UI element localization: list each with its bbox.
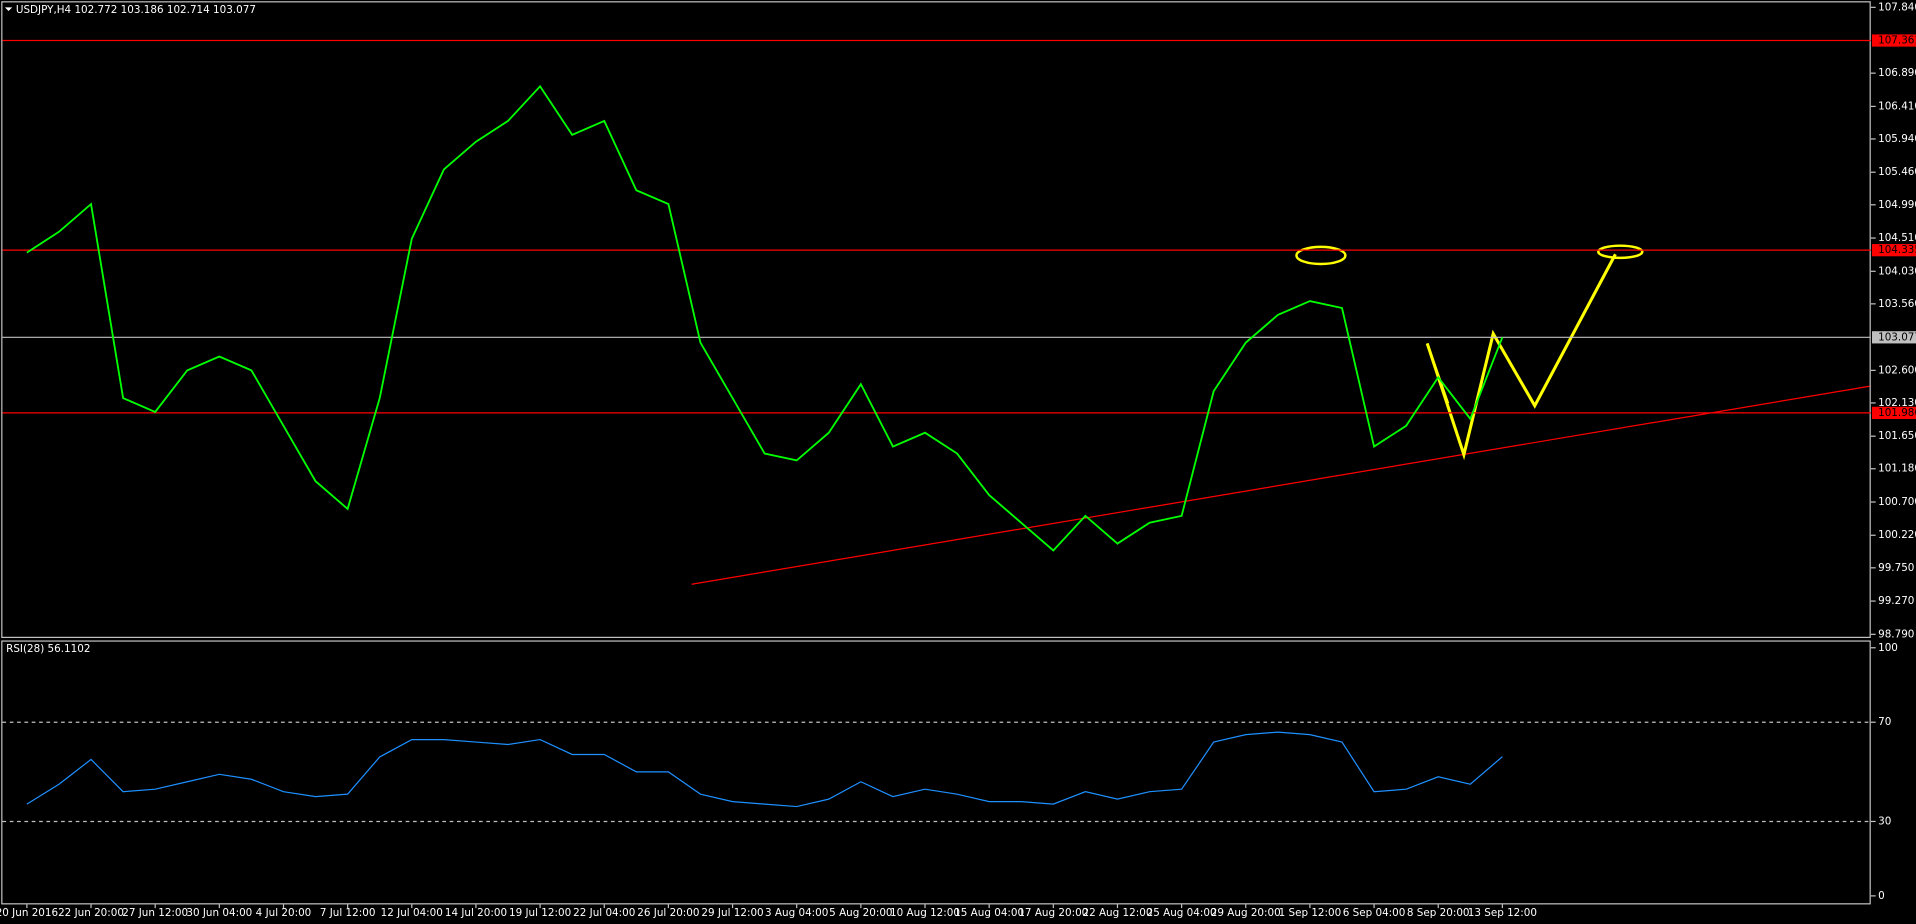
rsi-panel bbox=[1, 640, 1871, 905]
x-tick-label: 3 Aug 04:00 bbox=[765, 907, 828, 919]
y-tick-label: 101.180 bbox=[1878, 463, 1916, 475]
y-tick-label: 106.410 bbox=[1878, 100, 1916, 112]
x-tick-label: 15 Aug 04:00 bbox=[954, 907, 1024, 919]
level-label-box bbox=[1872, 244, 1916, 257]
series-line bbox=[26, 84, 1504, 552]
x-tick-label: 8 Sep 20:00 bbox=[1407, 907, 1470, 919]
x-tick-label: 12 Jul 04:00 bbox=[381, 907, 443, 919]
x-tick-label: 29 Aug 20:00 bbox=[1211, 907, 1281, 919]
menu-arrow[interactable] bbox=[4, 7, 13, 11]
y-tick-label: 101.650 bbox=[1878, 430, 1916, 442]
y-tick-label: 98.790 bbox=[1878, 628, 1914, 640]
y-tick-label: 104.510 bbox=[1878, 232, 1916, 244]
y-tick-label: 70 bbox=[1878, 716, 1891, 728]
trend-line bbox=[691, 385, 1870, 585]
y-tick-label: 106.890 bbox=[1878, 67, 1916, 79]
x-tick-label: 14 Jul 20:00 bbox=[445, 907, 507, 919]
level-label: 103.077 bbox=[1878, 331, 1916, 343]
y-tick-label: 99.750 bbox=[1878, 562, 1914, 574]
y-tick-label: 102.600 bbox=[1878, 364, 1916, 376]
x-tick-label: 17 Aug 20:00 bbox=[1018, 907, 1088, 919]
y-tick-label: 99.270 bbox=[1878, 595, 1914, 607]
x-tick-label: 13 Sep 12:00 bbox=[1468, 907, 1537, 919]
projection-path bbox=[1425, 253, 1617, 461]
x-tick-label: 4 Jul 20:00 bbox=[256, 907, 312, 919]
projection-path bbox=[1426, 343, 1450, 404]
x-tick-label: 30 Jun 04:00 bbox=[186, 907, 252, 919]
level-label-box bbox=[1872, 331, 1916, 344]
target-ellipse bbox=[1597, 244, 1644, 260]
x-tick-label: 26 Jul 20:00 bbox=[637, 907, 699, 919]
x-tick-label: 22 Aug 12:00 bbox=[1082, 907, 1152, 919]
price-panel bbox=[1, 1, 1871, 638]
x-tick-label: 29 Jul 12:00 bbox=[701, 907, 763, 919]
x-tick-label: 22 Jun 20:00 bbox=[58, 907, 124, 919]
x-tick-label: 7 Jul 12:00 bbox=[320, 907, 376, 919]
y-tick-label: 104.990 bbox=[1878, 199, 1916, 211]
y-tick-label: 104.030 bbox=[1878, 265, 1916, 277]
series-line bbox=[26, 731, 1503, 808]
y-tick-label: 100 bbox=[1878, 642, 1898, 654]
x-tick-label: 27 Jun 12:00 bbox=[122, 907, 188, 919]
chart-title: USDJPY,H4 102.772 103.186 102.714 103.07… bbox=[16, 4, 256, 16]
x-tick-label: 20 Jun 2016 bbox=[0, 907, 58, 919]
y-tick-label: 0 bbox=[1878, 890, 1885, 902]
x-tick-label: 6 Sep 04:00 bbox=[1343, 907, 1406, 919]
level-label: 101.986 bbox=[1878, 407, 1916, 419]
rsi-title: RSI(28) 56.1102 bbox=[6, 643, 90, 655]
y-tick-label: 107.840 bbox=[1878, 1, 1916, 13]
x-tick-label: 5 Aug 20:00 bbox=[829, 907, 892, 919]
y-tick-label: 103.560 bbox=[1878, 298, 1916, 310]
level-label: 104.335 bbox=[1878, 244, 1916, 256]
y-tick-label: 102.130 bbox=[1878, 397, 1916, 409]
y-tick-label: 100.700 bbox=[1878, 496, 1916, 508]
level-label-box bbox=[1872, 34, 1916, 47]
x-tick-label: 1 Sep 12:00 bbox=[1279, 907, 1342, 919]
highlight-ellipse bbox=[1295, 245, 1347, 266]
x-tick-label: 25 Aug 04:00 bbox=[1147, 907, 1217, 919]
x-tick-label: 10 Aug 12:00 bbox=[890, 907, 960, 919]
level-label-box bbox=[1872, 406, 1916, 420]
y-tick-label: 30 bbox=[1878, 815, 1891, 827]
x-tick-label: 19 Jul 12:00 bbox=[509, 907, 571, 919]
y-tick-label: 100.220 bbox=[1878, 529, 1916, 541]
level-label: 107.361 bbox=[1878, 35, 1916, 47]
y-tick-label: 105.460 bbox=[1878, 166, 1916, 178]
y-tick-label: 105.940 bbox=[1878, 133, 1916, 145]
x-tick-label: 22 Jul 04:00 bbox=[573, 907, 635, 919]
